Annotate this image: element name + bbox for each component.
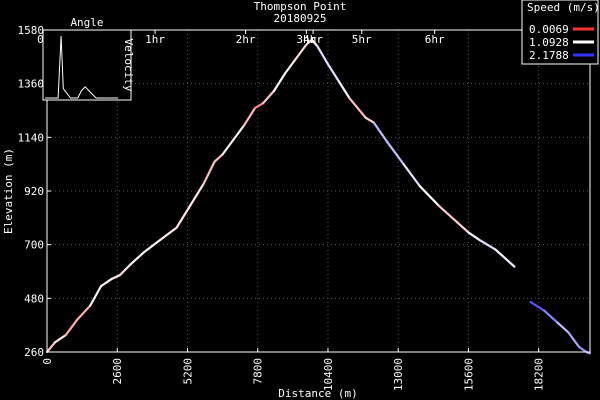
time-tick-label: 2hr [236, 33, 256, 46]
x-tick-label: 5200 [181, 358, 194, 385]
profile-segment [75, 304, 92, 322]
y-tick-label: 1580 [18, 24, 45, 37]
profile-segment [364, 116, 375, 124]
profile-segment [418, 185, 440, 207]
time-tick-label: 3hr [296, 33, 316, 46]
time-tick-label: 6hr [425, 33, 445, 46]
profile-segment [110, 274, 122, 280]
legend-entry-label: 2.1788 [529, 49, 569, 62]
profile-segment [372, 121, 389, 144]
profile-segment [478, 238, 497, 251]
angle-velocity-inset: Angle Velocity [42, 16, 135, 101]
profile-segment [213, 153, 224, 163]
profile-segment [129, 250, 146, 266]
legend-entry-label: 0.0069 [529, 23, 569, 36]
x-axis-label: Distance (m) [278, 387, 357, 400]
inset-frame [42, 29, 132, 101]
profile-segment [586, 351, 592, 355]
chart-subtitle: 20180925 [274, 12, 327, 25]
inset-curve [45, 35, 118, 99]
profile-segment [283, 58, 297, 76]
profile-segment [143, 238, 162, 254]
inset-y-label: Velocity [122, 39, 135, 92]
profile-segment [529, 300, 546, 312]
profile-segment [467, 231, 481, 241]
y-tick-label: 920 [24, 185, 44, 198]
y-axis-label: Elevation (m) [2, 148, 15, 234]
profile-segment [99, 277, 113, 288]
profile-segment [437, 204, 459, 224]
y-tick-label: 1140 [18, 131, 45, 144]
profile-segment [272, 72, 286, 93]
inset-x-label: Angle [70, 16, 103, 29]
profile-segment [305, 38, 313, 46]
x-tick-label: 15600 [462, 358, 475, 391]
legend-entry-label: 1.0928 [529, 36, 569, 49]
x-tick-label: 0 [41, 358, 54, 365]
profile-segment [54, 333, 68, 344]
profile-segment [202, 160, 216, 185]
profile-segment [507, 260, 516, 268]
y-tick-label: 700 [24, 239, 44, 252]
x-tick-label: 7800 [252, 358, 265, 385]
elevation-profile [45, 38, 592, 355]
profile-segment [494, 248, 511, 263]
profile-segment [118, 263, 132, 277]
profile-segment [294, 43, 308, 61]
profile-segment [45, 341, 57, 354]
time-tick-label: 1hr [145, 33, 165, 46]
profile-segment [316, 44, 330, 66]
profile-segment [262, 89, 276, 105]
y-tick-label: 480 [24, 292, 44, 305]
profile-segment [402, 163, 421, 188]
time-tick-label: 4hr [303, 33, 323, 46]
profile-segment [567, 331, 581, 349]
profile-segment [348, 97, 367, 119]
profile-segment [175, 204, 192, 229]
chart-title: Thompson Point [254, 0, 347, 13]
profile-segment [556, 321, 570, 334]
profile-segment [337, 80, 351, 100]
profile-segment [221, 138, 235, 156]
profile-segment [232, 124, 246, 141]
profile-segment [243, 106, 257, 127]
x-tick-label: 13000 [392, 358, 405, 391]
legend-title: Speed (m/s) [527, 1, 600, 14]
profile-segment [159, 226, 178, 241]
x-tick-label: 2600 [111, 358, 124, 385]
y-tick-label: 1360 [18, 78, 45, 91]
profile-segment [64, 319, 78, 337]
time-tick-label: 5hr [352, 33, 372, 46]
profile-segment [310, 38, 319, 47]
profile-segment [253, 102, 265, 110]
profile-segment [326, 63, 340, 83]
profile-segment [542, 309, 559, 324]
profile-segment [189, 182, 205, 207]
legend-box [521, 0, 599, 65]
x-tick-label: 18200 [533, 358, 546, 391]
y-tick-label: 260 [24, 346, 44, 359]
profile-segment [386, 141, 405, 166]
x-tick-label: 10400 [322, 358, 335, 391]
profile-segment [89, 285, 103, 307]
profile-segment [456, 221, 470, 234]
